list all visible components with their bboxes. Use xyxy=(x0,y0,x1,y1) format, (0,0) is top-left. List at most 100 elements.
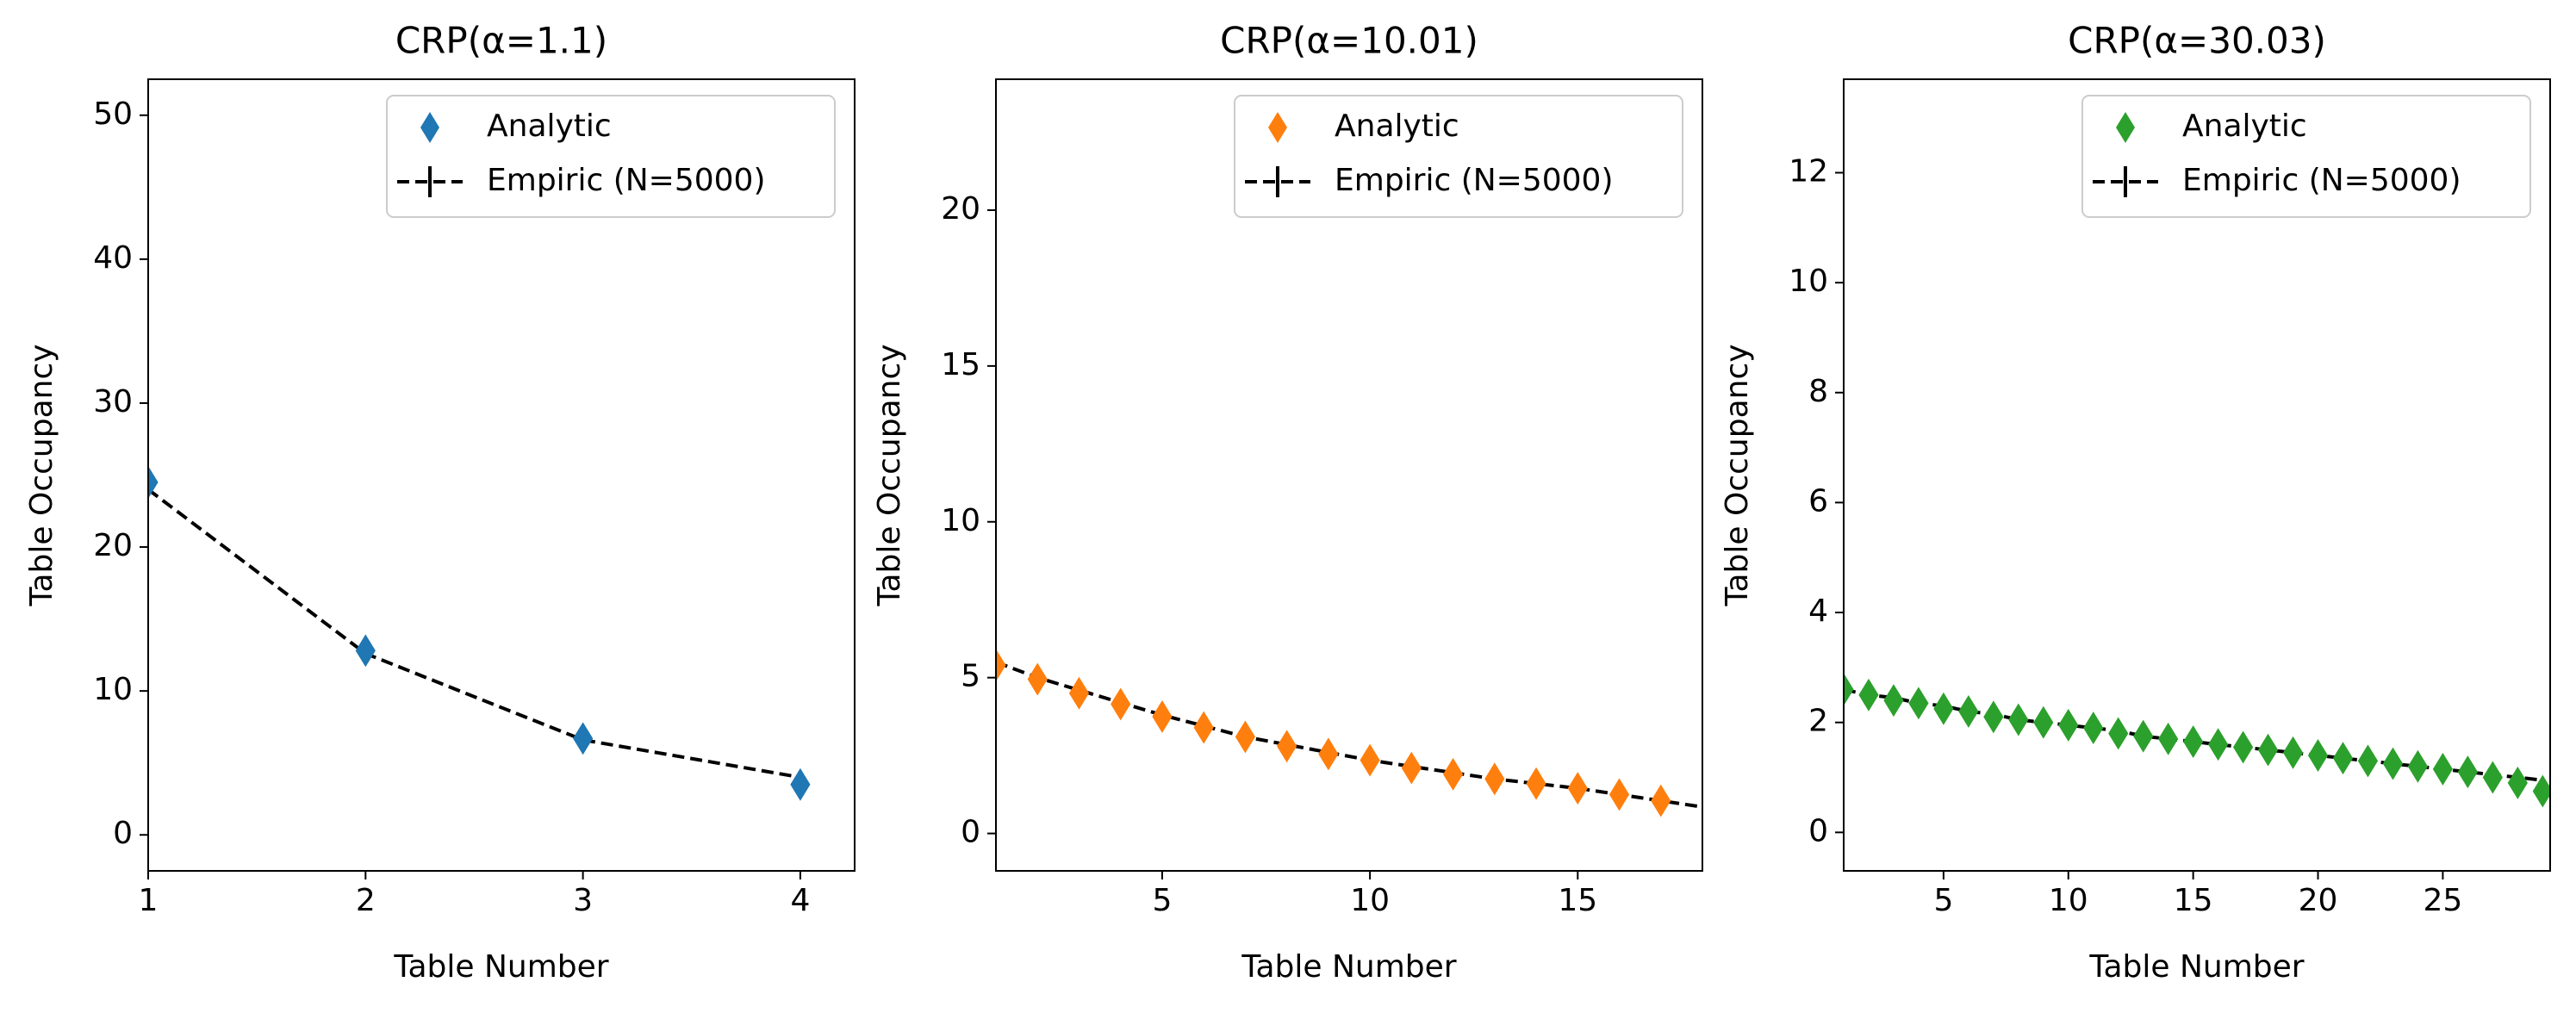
x-axis-label: Table Number xyxy=(2088,949,2304,985)
analytic-point xyxy=(355,634,376,668)
legend-label: Analytic xyxy=(2182,109,2307,144)
legend-label: Empiric (N=5000) xyxy=(487,163,766,198)
analytic-point xyxy=(2008,703,2029,736)
analytic-point xyxy=(1318,737,1339,771)
y-axis-label: Table Occupancy xyxy=(1720,344,1755,606)
y-tick-label: 20 xyxy=(93,528,133,563)
x-tick-label: 1 xyxy=(139,883,159,918)
analytic-point xyxy=(1484,762,1505,796)
x-tick-label: 10 xyxy=(2049,883,2088,918)
legend-box xyxy=(1234,95,1683,218)
x-tick-label: 3 xyxy=(573,883,593,918)
x-tick-label: 25 xyxy=(2424,883,2463,918)
y-tick-label: 30 xyxy=(93,384,133,419)
analytic-point xyxy=(2532,774,2550,808)
subplot-title: CRP(α=30.03) xyxy=(2068,20,2326,62)
analytic-point xyxy=(2507,766,2528,799)
analytic-point xyxy=(2058,708,2079,742)
legend-box xyxy=(2081,95,2531,218)
analytic-point xyxy=(1933,692,1954,725)
y-tick-label: 4 xyxy=(1808,594,1828,629)
subplot-title: CRP(α=10.01) xyxy=(1220,20,1478,62)
analytic-point xyxy=(1193,711,1214,744)
legend: Analytic Empiric (N=5000) xyxy=(2081,95,2531,218)
legend-label: Analytic xyxy=(1335,109,1459,144)
analytic-point xyxy=(2482,761,2503,794)
y-tick-label: 0 xyxy=(961,815,980,850)
analytic-point xyxy=(2282,736,2304,769)
analytic-point xyxy=(2407,749,2429,783)
analytic-point xyxy=(1651,784,1671,817)
subplot: 5 10 15 20 25 0 2 4 6 8 10 12 CRP(α=30.03) Table Numb… xyxy=(1720,20,2551,985)
empiric-line xyxy=(996,660,1702,809)
y-axis-label: Table Occupancy xyxy=(24,344,59,606)
analytic-point xyxy=(2432,752,2453,786)
analytic-point xyxy=(2183,725,2204,758)
legend-label: Empiric (N=5000) xyxy=(2182,163,2461,198)
x-tick-label: 4 xyxy=(790,883,810,918)
y-tick-label: 0 xyxy=(1808,813,1828,848)
y-tick-label: 6 xyxy=(1808,483,1828,519)
analytic-point xyxy=(1235,720,1255,754)
analytic-point xyxy=(2133,719,2154,753)
x-tick-label: 20 xyxy=(2299,883,2338,918)
y-tick-label: 2 xyxy=(1808,704,1828,739)
analytic-point xyxy=(1608,778,1630,811)
analytic-point xyxy=(1443,757,1464,791)
y-tick-label: 40 xyxy=(93,240,133,276)
y-tick-label: 12 xyxy=(1789,153,1828,189)
subplot: 5 10 15 0 5 10 15 20 CRP(α=10.01) Table Number Tab… xyxy=(872,20,1703,985)
y-tick-label: 10 xyxy=(1789,264,1828,299)
empiric-line xyxy=(148,488,801,780)
analytic-point xyxy=(2208,728,2229,761)
x-axis-label: Table Number xyxy=(393,949,608,985)
x-tick-label: 2 xyxy=(356,883,376,918)
analytic-point xyxy=(1277,730,1297,763)
y-tick-label: 10 xyxy=(93,672,133,707)
y-tick-label: 5 xyxy=(961,659,980,694)
y-tick-label: 0 xyxy=(113,816,133,851)
analytic-point xyxy=(996,649,1006,682)
analytic-point xyxy=(573,722,594,755)
x-tick-label: 15 xyxy=(1558,883,1597,918)
analytic-point xyxy=(2357,744,2379,778)
analytic-point xyxy=(2257,733,2279,767)
x-tick-label: 15 xyxy=(2174,883,2213,918)
analytic-point xyxy=(2083,712,2104,745)
analytic-point xyxy=(1567,772,1588,805)
analytic-point xyxy=(1908,687,1929,720)
y-tick-label: 15 xyxy=(941,347,980,382)
analytic-point xyxy=(1152,699,1173,733)
analytic-point xyxy=(2457,755,2478,789)
y-tick-label: 10 xyxy=(941,503,980,538)
x-axis-label: Table Number xyxy=(1241,949,1456,985)
analytic-point xyxy=(1883,684,1904,718)
y-axis-label: Table Occupancy xyxy=(872,344,907,606)
analytic-point xyxy=(1983,700,2004,734)
y-tick-label: 50 xyxy=(93,96,133,132)
analytic-point xyxy=(1111,687,1131,721)
analytic-point xyxy=(2108,717,2129,750)
analytic-point xyxy=(1401,751,1422,785)
analytic-point xyxy=(1858,678,1879,712)
y-tick-label: 8 xyxy=(1808,374,1828,409)
analytic-point xyxy=(1526,767,1546,800)
legend-marker xyxy=(1268,112,1287,143)
analytic-point xyxy=(2233,730,2254,764)
analytic-point xyxy=(1360,743,1380,777)
subplot-title: CRP(α=1.1) xyxy=(395,20,607,62)
legend-label: Analytic xyxy=(487,109,612,144)
legend: Analytic Empiric (N=5000) xyxy=(1234,95,1683,218)
y-tick-label: 20 xyxy=(941,191,980,227)
legend-marker xyxy=(2116,112,2135,143)
analytic-point xyxy=(2307,739,2329,772)
analytic-point xyxy=(148,465,159,499)
legend-marker xyxy=(420,112,439,143)
axes-frame xyxy=(147,78,856,872)
analytic-point xyxy=(1068,676,1090,710)
legend: Analytic Empiric (N=5000) xyxy=(386,95,836,218)
analytic-point xyxy=(2158,722,2179,755)
legend-box xyxy=(386,95,836,218)
